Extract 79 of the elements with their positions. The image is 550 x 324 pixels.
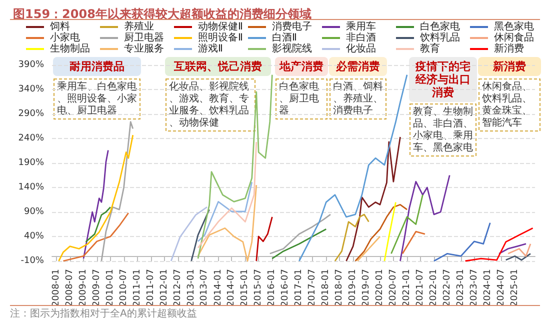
legend-label: 饲料 — [49, 20, 70, 32]
y-tick-label: 190% — [18, 158, 44, 168]
legend-label: 游戏Ⅱ — [198, 42, 223, 54]
x-tick-label: 2011-01 — [132, 269, 142, 307]
line-series — [464, 227, 534, 262]
x-tick-label: 2017-01 — [294, 269, 304, 307]
text: 注：图示为指数相对于全A的累计超额收益 — [10, 308, 197, 320]
x-tick-label: 2018-07 — [334, 269, 344, 307]
line-series — [507, 243, 532, 257]
y-tick-label: 90% — [24, 207, 44, 217]
y-tick-label: 340% — [18, 84, 44, 94]
x-tick-label: 2017-07 — [308, 269, 318, 307]
legend-label: 饮料乳品 — [419, 32, 460, 44]
x-tick-label: 2013-01 — [186, 269, 196, 307]
line-series — [390, 194, 424, 254]
y-tick-label: 290% — [18, 109, 44, 119]
x-tick-label: 2024-01 — [482, 269, 493, 307]
x-tick-label: 2022-01 — [428, 269, 439, 307]
x-tick-label: 2022-07 — [442, 269, 452, 307]
legend-label: 化妆品 — [346, 42, 376, 54]
x-tick-label: 2008-01 — [52, 269, 62, 307]
y-tick-label: 140% — [18, 182, 44, 192]
y-tick-label: 40% — [24, 232, 44, 242]
line-series — [354, 204, 408, 262]
legend-label: 非白酒 — [346, 32, 376, 44]
legend-label: 养殖业 — [124, 20, 154, 32]
x-tick-label: 2016-07 — [280, 269, 291, 307]
x-tick-label: 2020-07 — [388, 269, 398, 307]
x-tick-label: 2012-07 — [172, 269, 183, 307]
legend-label: 白色家电 — [420, 20, 460, 32]
x-tick-label: 2015-01 — [240, 269, 250, 307]
x-tick-label: 2019-01 — [348, 269, 358, 307]
line-series — [346, 136, 401, 262]
x-tick-label: 2008-07 — [64, 269, 75, 307]
x-tick-label: 2025-01 — [510, 269, 520, 307]
x-tick-label: 2009-07 — [92, 269, 102, 307]
x-tick-label: 2023-01 — [456, 269, 466, 307]
legend-label: 专业服务 — [124, 42, 164, 54]
legend-label: 休闲食品 — [494, 32, 534, 44]
x-tick-label: 2020-01 — [375, 269, 386, 307]
legend-label: 消费电子 — [272, 20, 312, 32]
x-tick-label: 2024-07 — [496, 269, 506, 307]
x-tick-label: 2010-01 — [105, 269, 116, 307]
x-tick-label: 2014-01 — [213, 269, 224, 307]
legend-label: 影视院线 — [272, 42, 312, 54]
legend-label: 照明设备Ⅱ — [198, 32, 243, 44]
legend-label: 生物制品 — [50, 42, 90, 54]
line-series — [58, 134, 134, 262]
legend-label: 动物保健Ⅱ — [198, 22, 243, 32]
x-tick-label: 2010-07 — [118, 269, 129, 307]
x-tick-label: 2011-07 — [146, 269, 156, 307]
line-series — [256, 216, 273, 262]
legend-label: 教育 — [420, 42, 440, 54]
line-series — [433, 222, 491, 262]
y-tick-label: 240% — [18, 134, 44, 144]
line-series — [197, 181, 253, 242]
legend-label: 黑色家电 — [494, 20, 534, 32]
legend-label: 小家电 — [50, 32, 80, 44]
x-tick-label: 2013-07 — [200, 269, 210, 307]
x-tick-label: 2016-01 — [267, 269, 278, 307]
line-series — [334, 214, 370, 262]
line-series — [170, 206, 208, 262]
legend-label: 厨卫电器 — [124, 32, 164, 44]
x-tick-label: 2009-01 — [78, 269, 89, 307]
line-series — [298, 74, 408, 262]
x-tick-label: 2014-07 — [226, 269, 237, 307]
legend-label: 乘用车 — [346, 20, 376, 32]
x-tick-label: 2019-07 — [361, 269, 372, 307]
legend-label: 新消费 — [494, 42, 524, 54]
y-tick-label: -10% — [20, 256, 44, 266]
x-tick-label: 2021-01 — [402, 269, 412, 307]
legend-label: 白酒Ⅱ — [272, 32, 297, 44]
x-tick-label: 2023-07 — [469, 269, 480, 307]
x-tick-label: 2021-07 — [415, 269, 426, 307]
line-series — [197, 141, 258, 248]
y-tick-label: 390% — [18, 60, 44, 70]
x-tick-label: 2012-01 — [159, 269, 170, 307]
x-tick-label: 2018-01 — [321, 269, 332, 307]
x-tick-label: 2015-07 — [254, 269, 264, 307]
